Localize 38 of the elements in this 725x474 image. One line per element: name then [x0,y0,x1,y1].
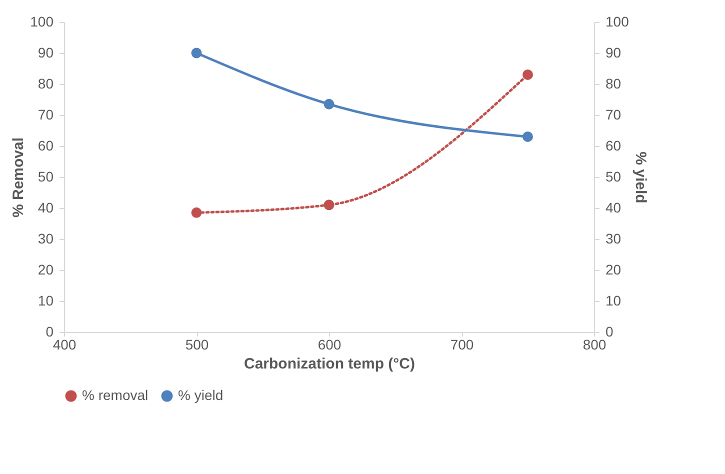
y-tick-label: 80 [38,76,54,92]
x-axis-title: Carbonization temp (°C) [244,356,415,372]
y2-tick-label: 0 [606,324,614,340]
point [522,131,533,142]
y2-tick-label: 40 [606,200,622,216]
y2-tick-label: 70 [606,106,622,122]
point [324,98,334,110]
y-tick-label: 40 [38,200,54,216]
x-tick-label: 800 [582,336,606,352]
x-tick-label: 700 [450,336,474,352]
y2-tick-label: 90 [606,44,622,60]
x-tick-label: 500 [185,336,209,352]
legend-label: % yield [178,387,224,403]
y2-tick-label: 30 [606,230,622,246]
y-tick-label: 20 [38,262,54,278]
x-tick-label: 600 [318,336,342,352]
y-tick-label: 50 [38,168,54,184]
y-tick-label: 60 [38,138,54,154]
y2-tick-label: 100 [606,14,630,30]
y-tick-label: 30 [38,230,54,246]
y-tick-label: 70 [38,106,54,122]
point [191,207,202,218]
y2-tick-label: 20 [606,262,622,278]
legend-label: % removal [82,387,148,403]
point [522,69,533,80]
y-tick-label: 100 [30,14,54,30]
y2-tick-label: 50 [606,168,622,184]
x-tick-label: 400 [52,336,76,352]
y2-tick-label: 80 [606,76,622,92]
y-tick-label: 0 [46,324,54,340]
y2-tick-label: 10 [606,292,622,308]
y2-axis-title: % yield [632,152,649,204]
y-tick-label: 90 [38,44,54,60]
point [191,48,202,58]
y-axis-title: % Removal [10,137,28,218]
y-tick-label: 10 [38,292,54,308]
y2-tick-label: 60 [606,138,622,154]
point [324,200,334,210]
